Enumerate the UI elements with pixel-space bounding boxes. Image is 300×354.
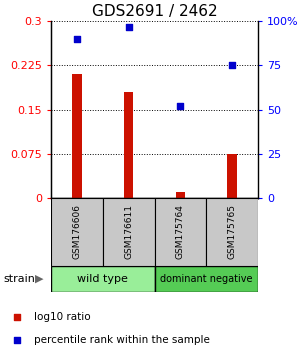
Bar xyxy=(154,198,206,266)
Bar xyxy=(51,266,154,292)
Text: GSM175764: GSM175764 xyxy=(176,204,185,259)
Bar xyxy=(206,198,258,266)
Text: GSM176606: GSM176606 xyxy=(72,204,81,259)
Bar xyxy=(72,74,82,198)
Bar xyxy=(154,266,258,292)
Bar xyxy=(103,198,154,266)
Title: GDS2691 / 2462: GDS2691 / 2462 xyxy=(92,4,217,19)
Bar xyxy=(227,154,237,198)
Text: ▶: ▶ xyxy=(34,274,43,284)
Point xyxy=(74,36,79,42)
Point xyxy=(15,314,20,320)
Text: strain: strain xyxy=(3,274,35,284)
Text: percentile rank within the sample: percentile rank within the sample xyxy=(34,335,210,346)
Bar xyxy=(124,92,133,198)
Point xyxy=(178,103,183,109)
Text: wild type: wild type xyxy=(77,274,128,284)
Point xyxy=(15,337,20,343)
Text: GSM175765: GSM175765 xyxy=(228,204,237,259)
Bar xyxy=(51,198,103,266)
Point xyxy=(126,24,131,29)
Text: GSM176611: GSM176611 xyxy=(124,204,133,259)
Bar xyxy=(176,192,185,198)
Text: log10 ratio: log10 ratio xyxy=(34,312,91,322)
Point xyxy=(230,63,235,68)
Text: dominant negative: dominant negative xyxy=(160,274,253,284)
